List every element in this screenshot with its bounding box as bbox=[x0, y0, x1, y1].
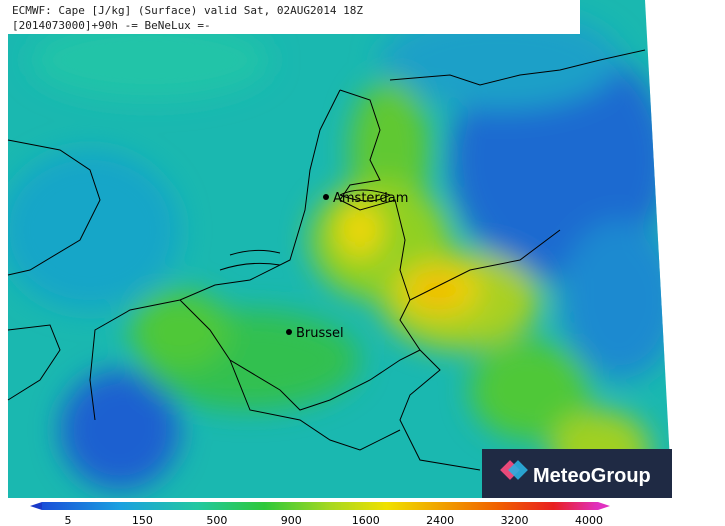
colorbar-tick-label: 3200 bbox=[501, 514, 529, 526]
colorbar-tick-label: 150 bbox=[132, 514, 153, 526]
logo-text: MeteoGroup bbox=[533, 465, 651, 487]
colorbar-tick-label: 1600 bbox=[352, 514, 380, 526]
colorbar-tick-label: 900 bbox=[281, 514, 302, 526]
borders bbox=[7, 49, 646, 471]
colorbar bbox=[30, 502, 610, 510]
header-line-1: ECMWF: Cape [J/kg] (Surface) valid Sat, … bbox=[12, 4, 363, 17]
header-line-2: [2014073000]+90h -= BeNeLux =- bbox=[12, 19, 211, 32]
colorbar-tick-label: 4000 bbox=[575, 514, 603, 526]
colorbar-tick-label: 500 bbox=[206, 514, 227, 526]
cape-field bbox=[8, 0, 672, 498]
colorbar-tick-label: 2400 bbox=[426, 514, 454, 526]
colorbar-tick-label: 5 bbox=[65, 514, 72, 526]
header-box bbox=[8, 0, 580, 34]
city-label: Brussel bbox=[296, 326, 344, 341]
logo-icon bbox=[500, 460, 528, 480]
city-dot bbox=[323, 194, 329, 200]
city-label: Amsterdam bbox=[333, 191, 408, 206]
colorbar-ticks: 5 150 500 900 1600 2400 3200 4000 bbox=[65, 514, 604, 526]
city-dot bbox=[286, 329, 292, 335]
